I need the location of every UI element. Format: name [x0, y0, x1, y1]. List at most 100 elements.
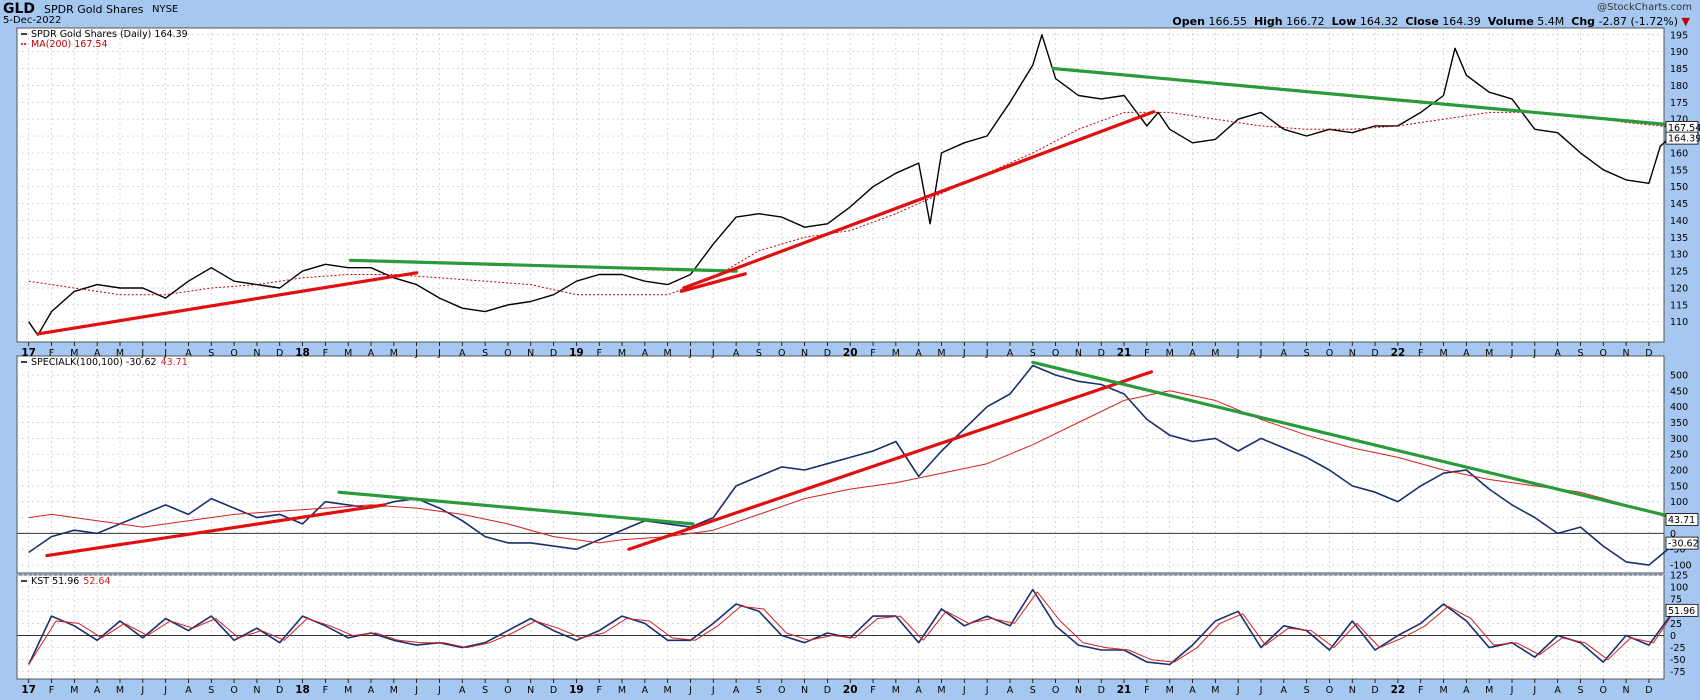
month-label: M [390, 348, 398, 359]
month-label: 19 [569, 684, 584, 696]
y-tick-label: 250 [1670, 450, 1688, 461]
y-tick-label: -50 [1670, 655, 1686, 666]
y-tick-label: -25 [1670, 643, 1686, 654]
month-label: A [94, 685, 101, 696]
month-label: F [1144, 348, 1149, 359]
low-value: 164.32 [1359, 15, 1399, 28]
month-label: A [1007, 348, 1014, 359]
month-label: N [527, 685, 534, 696]
legend-label: SPECIALK(100,100) -30.62 [31, 357, 157, 368]
month-label: A [915, 348, 922, 359]
month-label: M [1211, 685, 1219, 696]
panel-frame [16, 27, 1665, 343]
trendline-red [36, 271, 419, 336]
trendline-red [627, 370, 1154, 551]
month-label: M [1485, 348, 1493, 359]
month-label: A [185, 685, 192, 696]
month-label: F [596, 348, 601, 359]
symbol: GLD [3, 1, 36, 17]
month-label: N [1349, 348, 1356, 359]
month-label: O [504, 348, 511, 359]
month-label: M [618, 685, 626, 696]
month-label: M [664, 348, 672, 359]
month-label: N [801, 685, 808, 696]
month-label: M [1166, 348, 1174, 359]
open-label: Open [1172, 15, 1205, 28]
security-name: SPDR Gold Shares [44, 3, 144, 16]
legend-signal-value: 43.71 [161, 357, 188, 368]
month-label: 17 [21, 684, 36, 696]
month-label: A [642, 685, 649, 696]
month-label: F [596, 685, 601, 696]
signal-line [28, 390, 1676, 544]
month-label: D [824, 348, 831, 359]
last-value-box [1665, 513, 1699, 526]
last-value-box [1665, 603, 1699, 617]
open-value: 166.55 [1208, 15, 1247, 28]
legend-label: SPDR Gold Shares (Daily) 164.39 [31, 29, 188, 40]
legend-label: MA(200) 167.54 [31, 39, 108, 50]
month-label: J [711, 348, 715, 359]
month-label: M [344, 685, 352, 696]
month-label: D [276, 685, 283, 696]
panel-frame [16, 355, 1665, 574]
month-label: J [140, 348, 144, 359]
y-tick-label: 175 [1670, 98, 1688, 109]
y-tick-label: 145 [1670, 199, 1688, 210]
month-label: F [1418, 685, 1423, 696]
month-label: J [163, 685, 167, 696]
month-label: O [1326, 348, 1333, 359]
y-tick-label: 125 [1670, 571, 1688, 582]
month-label: M [1485, 685, 1493, 696]
month-label: M [1439, 685, 1447, 696]
month-label: F [49, 348, 54, 359]
month-label: 17 [21, 347, 36, 359]
month-label: S [1030, 685, 1036, 696]
month-label: A [733, 685, 740, 696]
trendline-green [348, 258, 738, 273]
month-label: 18 [295, 684, 310, 696]
y-tick-label: 125 [1670, 267, 1688, 278]
month-label: A [94, 348, 101, 359]
y-tick-label: 300 [1670, 434, 1688, 445]
y-tick-label: 200 [1670, 466, 1688, 477]
y-tick-label: 100 [1670, 497, 1688, 508]
month-label: M [70, 685, 78, 696]
month-label: J [414, 348, 418, 359]
month-label: A [642, 348, 649, 359]
month-label: D [1645, 685, 1652, 696]
month-label: A [733, 348, 740, 359]
month-label: A [185, 348, 192, 359]
month-label: J [1259, 685, 1263, 696]
panel-1: 1101151201251301351401451501551601651701… [16, 27, 1700, 343]
y-tick-label: 75 [1670, 595, 1682, 606]
month-label: A [915, 685, 922, 696]
month-label: S [1030, 348, 1036, 359]
exchange: NYSE [152, 4, 179, 15]
month-label: 22 [1391, 684, 1406, 696]
y-tick-label: 195 [1670, 30, 1688, 41]
month-label: A [1554, 348, 1561, 359]
month-label: M [116, 348, 124, 359]
month-label: J [962, 685, 966, 696]
y-tick-label: 185 [1670, 64, 1688, 75]
month-label: J [437, 348, 441, 359]
chg-label: Chg [1571, 15, 1596, 28]
month-label: J [711, 685, 715, 696]
y-tick-label: 140 [1670, 216, 1688, 227]
trendline-red [45, 503, 387, 558]
month-label: 18 [295, 347, 310, 359]
month-label: J [1510, 348, 1514, 359]
month-label: D [1098, 685, 1105, 696]
y-tick-label: 160 [1670, 148, 1688, 159]
month-label: D [550, 685, 557, 696]
month-label: J [1532, 685, 1536, 696]
month-label: A [459, 348, 466, 359]
month-label: J [962, 348, 966, 359]
y-tick-label: 110 [1670, 317, 1688, 328]
month-label: J [985, 685, 989, 696]
month-label: J [163, 348, 167, 359]
month-label: O [1052, 348, 1059, 359]
volume-value: 5.4M [1537, 15, 1565, 28]
month-label: N [801, 348, 808, 359]
